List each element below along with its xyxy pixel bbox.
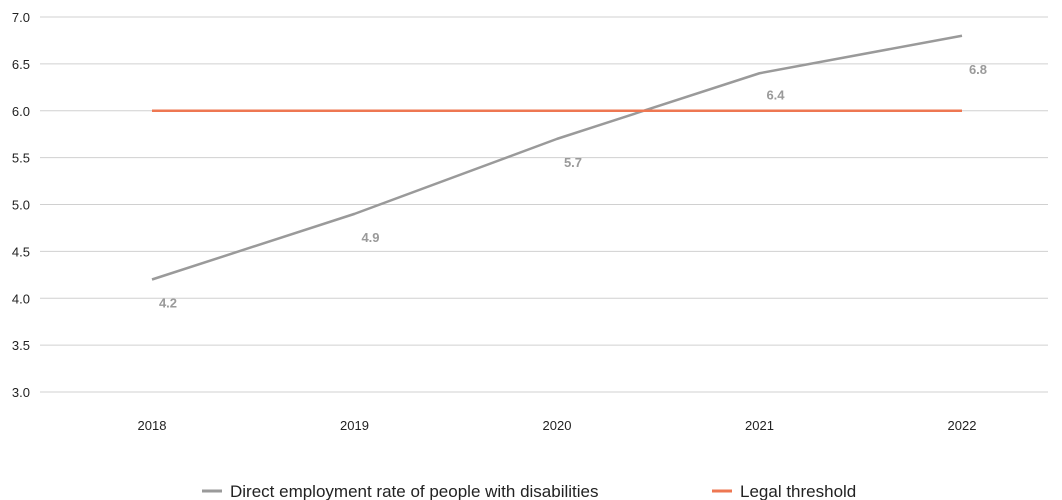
data-label: 6.8 bbox=[969, 62, 987, 77]
legend-item: Legal threshold bbox=[712, 482, 856, 500]
y-tick-label: 6.5 bbox=[12, 57, 30, 72]
x-tick-label: 2021 bbox=[745, 418, 774, 433]
legend: Direct employment rate of people with di… bbox=[202, 482, 856, 500]
data-label: 5.7 bbox=[564, 155, 582, 170]
y-tick-label: 6.0 bbox=[12, 104, 30, 119]
y-tick-label: 5.0 bbox=[12, 198, 30, 213]
gridlines bbox=[40, 16, 1048, 393]
y-tick-label: 4.5 bbox=[12, 244, 30, 259]
series-lines bbox=[151, 34, 963, 281]
employment-rate-line bbox=[151, 34, 963, 281]
x-tick-label: 2018 bbox=[138, 418, 167, 433]
y-tick-label: 3.5 bbox=[12, 338, 30, 353]
data-labels: 4.2 4.9 5.7 6.4 6.8 bbox=[159, 62, 987, 311]
x-axis-ticks: 2018 2019 2020 2021 2022 bbox=[138, 418, 977, 433]
x-tick-label: 2020 bbox=[543, 418, 572, 433]
legend-item: Direct employment rate of people with di… bbox=[202, 482, 599, 500]
x-tick-label: 2019 bbox=[340, 418, 369, 433]
y-tick-label: 7.0 bbox=[12, 10, 30, 25]
y-axis-ticks: 3.0 3.5 4.0 4.5 5.0 5.5 6.0 6.5 7.0 bbox=[12, 10, 30, 400]
y-tick-label: 4.0 bbox=[12, 291, 30, 306]
x-tick-label: 2022 bbox=[948, 418, 977, 433]
legend-label: Direct employment rate of people with di… bbox=[230, 482, 599, 500]
y-tick-label: 3.0 bbox=[12, 385, 30, 400]
data-label: 4.9 bbox=[361, 230, 379, 245]
legend-label: Legal threshold bbox=[740, 482, 856, 500]
data-label: 6.4 bbox=[766, 87, 785, 102]
data-label: 4.2 bbox=[159, 296, 177, 311]
y-tick-label: 5.5 bbox=[12, 151, 30, 166]
